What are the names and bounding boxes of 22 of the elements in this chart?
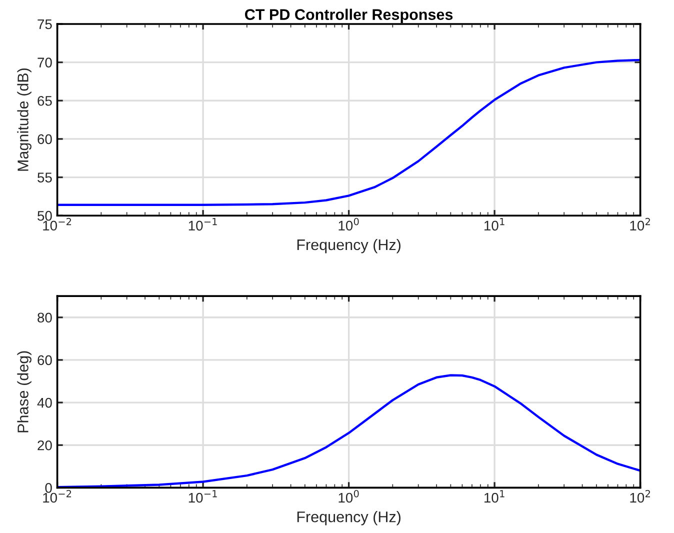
y-tick-label: 20 xyxy=(38,440,52,450)
x-axis-title: Frequency (Hz) xyxy=(297,511,400,526)
x-tick-label: 10$^{0}$ xyxy=(338,218,359,231)
y-tick-label: 60 xyxy=(38,355,52,366)
y-tick-label: 65 xyxy=(38,96,52,106)
y-tick-label: 60 xyxy=(38,134,52,144)
x-tick-label: 10$^{−1}$ xyxy=(188,218,217,231)
x-tick-label: 10$^{0}$ xyxy=(338,490,359,503)
x-axis-title: Frequency (Hz) xyxy=(297,238,400,254)
x-tick-label: 10$^{1}$ xyxy=(484,490,504,503)
x-tick-label: 10$^{−1}$ xyxy=(188,490,217,503)
y-axis-title: Phase (deg) xyxy=(17,351,32,432)
y-axis-title: Magnitude (dB) xyxy=(17,68,32,171)
x-tick-label: 10$^{1}$ xyxy=(484,218,504,231)
y-tick-label: 70 xyxy=(38,58,52,68)
x-tick-label: 10$^{2}$ xyxy=(630,490,650,503)
y-tick-label: 55 xyxy=(38,172,52,182)
y-tick-label: 80 xyxy=(38,312,52,323)
x-tick-label: 10$^{2}$ xyxy=(630,218,650,231)
y-tick-label: 75 xyxy=(38,19,52,30)
chart-title: CT PD Controller Responses xyxy=(245,8,453,23)
y-tick-label: 40 xyxy=(37,398,52,408)
